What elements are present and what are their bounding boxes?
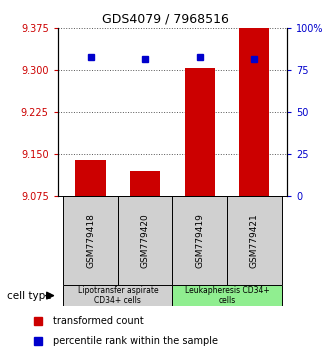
Text: percentile rank within the sample: percentile rank within the sample bbox=[53, 336, 218, 346]
Text: GSM779420: GSM779420 bbox=[141, 213, 149, 268]
Text: cell type: cell type bbox=[7, 291, 51, 301]
Text: Lipotransfer aspirate
CD34+ cells: Lipotransfer aspirate CD34+ cells bbox=[78, 286, 158, 305]
Bar bbox=[118, 196, 173, 285]
Text: GSM779418: GSM779418 bbox=[86, 213, 95, 268]
Bar bbox=[239, 28, 269, 196]
Text: GDS4079 / 7968516: GDS4079 / 7968516 bbox=[102, 12, 228, 25]
Text: GSM779419: GSM779419 bbox=[195, 213, 204, 268]
Bar bbox=[227, 196, 281, 285]
Bar bbox=[185, 68, 215, 196]
Bar bbox=[63, 196, 118, 285]
Bar bbox=[76, 160, 106, 196]
Bar bbox=[173, 285, 281, 306]
Bar bbox=[130, 171, 160, 196]
Text: transformed count: transformed count bbox=[53, 316, 144, 326]
Bar bbox=[173, 196, 227, 285]
Text: GSM779421: GSM779421 bbox=[250, 213, 259, 268]
Text: Leukapheresis CD34+
cells: Leukapheresis CD34+ cells bbox=[185, 286, 269, 305]
Bar bbox=[63, 285, 173, 306]
